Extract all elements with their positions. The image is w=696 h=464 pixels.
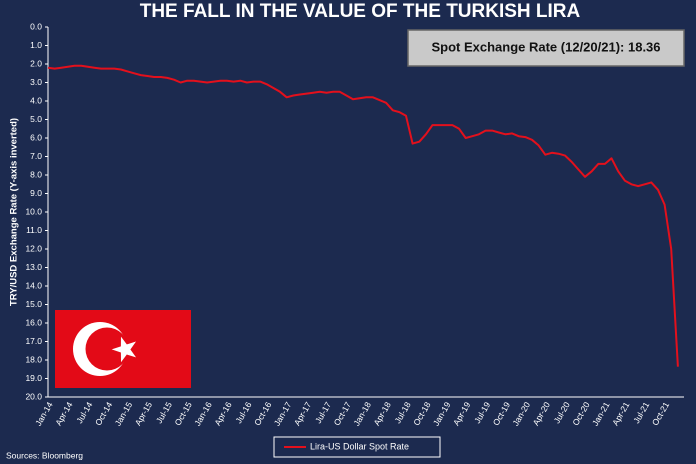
y-tick-label: 13.0 bbox=[25, 262, 42, 272]
flag bbox=[55, 310, 191, 388]
y-tick-label: 9.0 bbox=[30, 188, 42, 198]
y-tick-label: 8.0 bbox=[30, 169, 42, 179]
y-tick-label: 15.0 bbox=[25, 299, 42, 309]
y-tick-label: 10.0 bbox=[25, 206, 42, 216]
y-tick-label: 14.0 bbox=[25, 280, 42, 290]
flag-star bbox=[111, 336, 137, 363]
y-tick-label: 18.0 bbox=[25, 354, 42, 364]
annotation: Spot Exchange Rate (12/20/21): 18.36 bbox=[431, 39, 660, 54]
y-tick-label: 7.0 bbox=[30, 151, 42, 161]
y-tick-label: 16.0 bbox=[25, 317, 42, 327]
y-tick-label: 4.0 bbox=[30, 95, 42, 105]
y-tick-label: 20.0 bbox=[25, 391, 42, 401]
annotation-box bbox=[407, 29, 685, 67]
y-tick-label: 0.0 bbox=[30, 21, 42, 31]
y-tick-label: 3.0 bbox=[30, 77, 42, 87]
y-tick-label: 1.0 bbox=[30, 40, 42, 50]
y-tick-label: 19.0 bbox=[25, 373, 42, 383]
y-tick-label: 12.0 bbox=[25, 243, 42, 253]
legend-box bbox=[273, 436, 441, 458]
y-tick-label: 5.0 bbox=[30, 114, 42, 124]
y-tick-label: 17.0 bbox=[25, 336, 42, 346]
flag-crescent-inner bbox=[85, 327, 129, 371]
legend-label: Lira-US Dollar Spot Rate bbox=[310, 441, 409, 451]
y-tick-label: 11.0 bbox=[26, 225, 42, 235]
series-line bbox=[47, 64, 679, 367]
source: Sources: Bloomberg bbox=[6, 450, 83, 460]
y-tick-label: 2.0 bbox=[30, 58, 42, 68]
y-axis-label: TRY/USD Exchange Rate (Y-axis inverted) bbox=[9, 118, 20, 306]
y-tick-label: 6.0 bbox=[30, 132, 42, 142]
chart-title: THE FALL IN THE VALUE OF THE TURKISH LIR… bbox=[140, 1, 581, 22]
